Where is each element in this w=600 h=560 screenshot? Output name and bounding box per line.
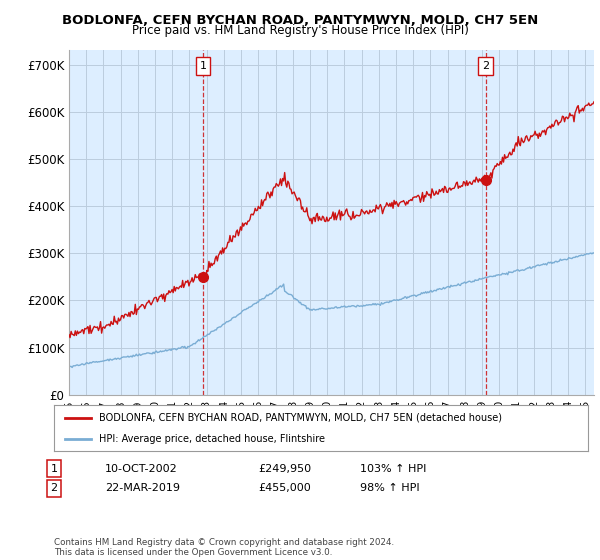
Text: £249,950: £249,950 [258,464,311,474]
Text: Contains HM Land Registry data © Crown copyright and database right 2024.
This d: Contains HM Land Registry data © Crown c… [54,538,394,557]
Text: 22-MAR-2019: 22-MAR-2019 [105,483,180,493]
Text: 2: 2 [482,61,490,71]
Text: 1: 1 [50,464,58,474]
Text: 103% ↑ HPI: 103% ↑ HPI [360,464,427,474]
Text: BODLONFA, CEFN BYCHAN ROAD, PANTYMWYN, MOLD, CH7 5EN (detached house): BODLONFA, CEFN BYCHAN ROAD, PANTYMWYN, M… [100,413,502,423]
Text: HPI: Average price, detached house, Flintshire: HPI: Average price, detached house, Flin… [100,435,325,444]
Text: Price paid vs. HM Land Registry's House Price Index (HPI): Price paid vs. HM Land Registry's House … [131,24,469,36]
Text: 98% ↑ HPI: 98% ↑ HPI [360,483,419,493]
Text: £455,000: £455,000 [258,483,311,493]
Text: 1: 1 [199,61,206,71]
Text: BODLONFA, CEFN BYCHAN ROAD, PANTYMWYN, MOLD, CH7 5EN: BODLONFA, CEFN BYCHAN ROAD, PANTYMWYN, M… [62,14,538,27]
Text: 10-OCT-2002: 10-OCT-2002 [105,464,178,474]
Text: 2: 2 [50,483,58,493]
